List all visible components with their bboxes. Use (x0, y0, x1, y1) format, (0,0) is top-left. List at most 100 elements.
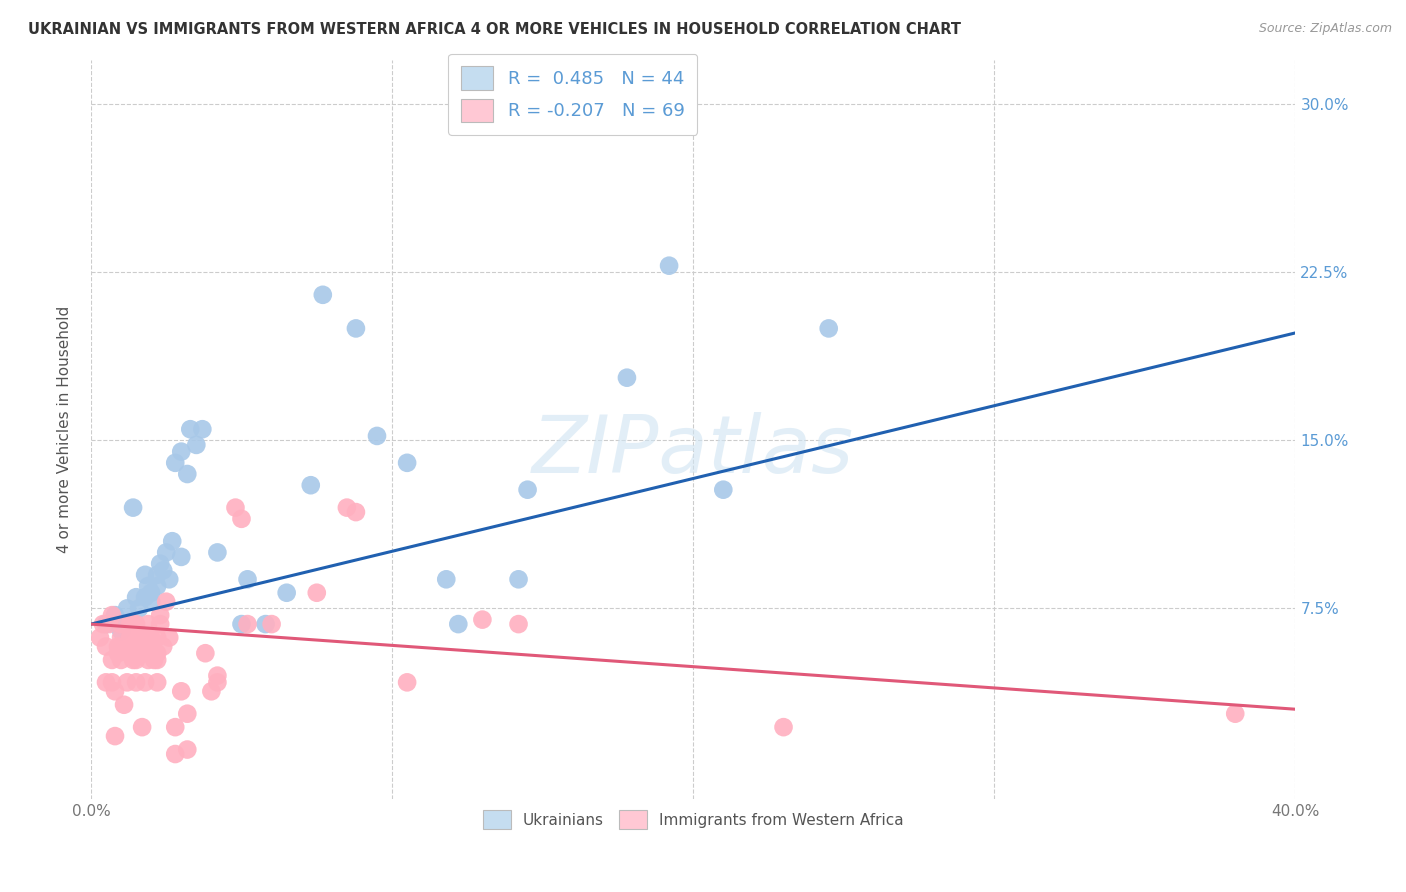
Point (122, 617, 145, 632)
Point (136, 579, 159, 593)
Point (141, 640, 163, 654)
Point (101, 608, 124, 623)
Point (131, 720, 153, 734)
Point (616, 370, 638, 384)
Point (191, 422, 214, 436)
Point (231, 512, 253, 526)
Point (125, 675, 148, 690)
Point (1225, 706, 1247, 721)
Point (344, 505, 367, 519)
Point (176, 706, 198, 721)
Point (125, 591, 148, 605)
Point (276, 586, 298, 600)
Point (170, 444, 193, 458)
Point (447, 617, 470, 632)
Text: ZIPatlas: ZIPatlas (531, 412, 855, 491)
Point (101, 653, 124, 667)
Point (165, 747, 187, 761)
Point (155, 595, 177, 609)
Point (122, 631, 145, 645)
Point (115, 640, 138, 654)
Point (104, 684, 127, 698)
Point (170, 549, 193, 564)
Point (155, 545, 177, 559)
Point (112, 698, 135, 712)
Point (104, 608, 127, 623)
Point (104, 729, 127, 743)
Point (134, 646, 156, 660)
Point (143, 653, 166, 667)
Point (299, 478, 322, 492)
Point (120, 617, 142, 632)
Text: UKRAINIAN VS IMMIGRANTS FROM WESTERN AFRICA 4 OR MORE VEHICLES IN HOUSEHOLD CORR: UKRAINIAN VS IMMIGRANTS FROM WESTERN AFR… (28, 22, 962, 37)
Point (396, 456, 419, 470)
Point (141, 586, 163, 600)
Point (508, 572, 530, 586)
Point (200, 684, 222, 698)
Point (115, 675, 138, 690)
Point (176, 467, 198, 481)
Point (157, 631, 180, 645)
Point (508, 617, 530, 632)
Point (305, 586, 328, 600)
Point (207, 675, 229, 690)
Point (817, 321, 839, 335)
Point (141, 595, 163, 609)
Point (125, 617, 148, 632)
Point (165, 720, 187, 734)
Point (91, 617, 114, 632)
Point (94, 640, 117, 654)
Point (236, 617, 259, 632)
Point (658, 259, 681, 273)
Point (170, 684, 193, 698)
Point (152, 640, 174, 654)
Point (134, 631, 156, 645)
Point (125, 646, 148, 660)
Point (186, 438, 208, 452)
Point (101, 675, 124, 690)
Point (176, 742, 198, 756)
Point (125, 631, 148, 645)
Point (516, 483, 538, 497)
Point (312, 288, 335, 302)
Point (152, 563, 174, 577)
Point (110, 653, 132, 667)
Point (396, 675, 419, 690)
Point (115, 601, 138, 615)
Point (772, 720, 794, 734)
Point (146, 579, 169, 593)
Text: Source: ZipAtlas.com: Source: ZipAtlas.com (1258, 22, 1392, 36)
Point (120, 640, 142, 654)
Point (107, 640, 129, 654)
Point (236, 572, 259, 586)
Legend: Ukrainians, Immigrants from Western Africa: Ukrainians, Immigrants from Western Afri… (477, 804, 910, 836)
Point (434, 572, 457, 586)
Point (336, 500, 359, 515)
Point (207, 668, 229, 682)
Point (146, 675, 169, 690)
Point (125, 653, 148, 667)
Point (134, 567, 156, 582)
Point (141, 631, 163, 645)
Point (231, 617, 253, 632)
Point (194, 646, 217, 660)
Point (254, 617, 277, 632)
Point (162, 534, 184, 549)
Point (110, 631, 132, 645)
Point (110, 617, 132, 632)
Point (149, 617, 172, 632)
Point (94, 617, 117, 632)
Point (122, 500, 145, 515)
Y-axis label: 4 or more Vehicles in Household: 4 or more Vehicles in Household (58, 306, 72, 553)
Point (146, 631, 169, 645)
Point (157, 572, 180, 586)
Point (344, 321, 367, 335)
Point (134, 675, 156, 690)
Point (711, 483, 734, 497)
Point (110, 624, 132, 638)
Point (136, 653, 159, 667)
Point (128, 601, 150, 615)
Point (122, 653, 145, 667)
Point (120, 631, 142, 645)
Point (146, 646, 169, 660)
